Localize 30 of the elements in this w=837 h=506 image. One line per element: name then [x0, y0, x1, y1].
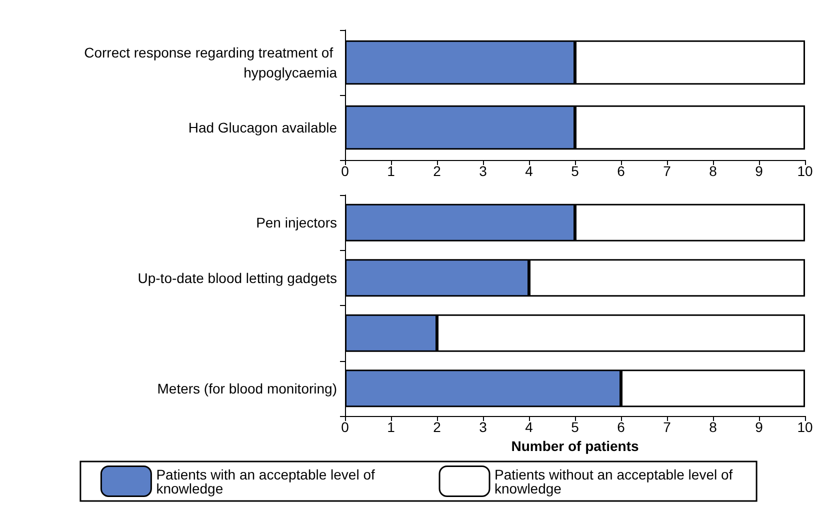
y-tick-label: Up-to-date blood letting gadgets — [138, 270, 337, 286]
x-tick-label: 10 — [797, 419, 813, 435]
x-tick-label: 7 — [663, 419, 672, 435]
y-tick-label: Had Glucagon available — [188, 120, 338, 136]
x-tick-label: 8 — [709, 419, 718, 435]
y-tick-label: Pen injectors — [256, 214, 337, 231]
x-tick-label: 0 — [341, 419, 350, 435]
x-tick-label: 1 — [387, 163, 396, 179]
x-tick-label: 3 — [479, 419, 488, 435]
legend-label: Patients with an acceptable level of knowledge — [156, 466, 379, 496]
x-tick-label: 10 — [797, 163, 813, 179]
x-tick-label: 4 — [525, 163, 534, 179]
x-tick-label: 9 — [755, 419, 764, 435]
x-tick-label: 1 — [387, 419, 396, 435]
x-tick-label: 5 — [571, 419, 580, 435]
x-tick-label: 9 — [755, 163, 764, 179]
y-tick-label: Correct response regarding treatment of hypoglycaemia — [84, 44, 338, 80]
x-tick-label: 2 — [433, 419, 442, 435]
x-tick-label: 4 — [525, 419, 534, 435]
y-tick-label: Meters (for blood monitoring) — [157, 380, 337, 396]
x-tick-label: 6 — [617, 419, 626, 435]
x-tick-label: 0 — [341, 163, 350, 179]
x-tick-label: 3 — [479, 163, 488, 179]
x-tick-label: 8 — [709, 163, 718, 179]
x-axis-title: Number of patients — [511, 438, 639, 454]
x-tick-label: 2 — [433, 163, 442, 179]
x-tick-label: 6 — [617, 163, 626, 179]
x-tick-label: 7 — [663, 163, 672, 179]
legend-label: Patients without an acceptable level of knowledge — [494, 466, 737, 496]
x-tick-label: 5 — [571, 163, 580, 179]
